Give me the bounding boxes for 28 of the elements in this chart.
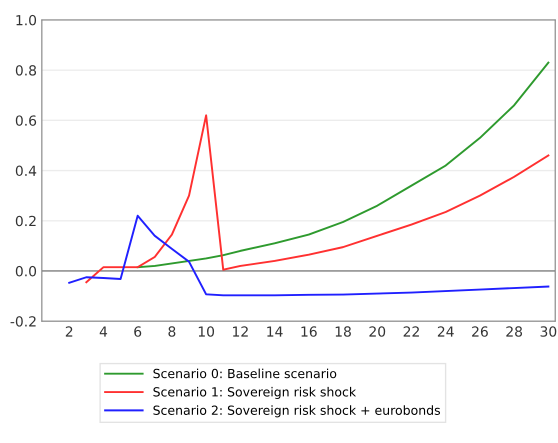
x-tick-label: 6: [134, 326, 142, 337]
x-tick-label: 28: [506, 326, 522, 337]
x-tick-label: 14: [267, 326, 283, 337]
line-series: [68, 214, 550, 296]
y-tick-label: 0.2: [16, 216, 36, 226]
x-tick-label: 8: [168, 326, 176, 337]
legend-label: Scenario 1: Sovereign risk shock: [153, 386, 356, 400]
x-tick-label: 12: [233, 326, 248, 337]
y-tick-label: -0.2: [10, 316, 36, 327]
x-tick-label: 10: [198, 326, 214, 337]
y-tick-label: 1.0: [16, 14, 36, 26]
x-tick-label: 20: [369, 326, 386, 337]
y-tick-label: 0.6: [16, 115, 36, 126]
x-tick-label: 2: [66, 326, 72, 337]
y-tick-label: 0.4: [16, 166, 36, 176]
x-tick-label: 30: [540, 326, 556, 337]
x-tick-label: 22: [404, 326, 419, 337]
x-tick-label: 18: [336, 326, 351, 337]
legend-label: Scenario 0: Baseline scenario: [153, 368, 336, 378]
x-tick-label: 24: [438, 326, 454, 337]
line-series: [85, 114, 550, 284]
y-tick-label: 0.8: [16, 65, 36, 76]
y-tick-label: 0.0: [16, 266, 36, 276]
x-tick-label: 4: [100, 326, 108, 337]
x-tick-label: 16: [301, 326, 317, 337]
line-series: [136, 62, 550, 268]
x-tick-label: 26: [472, 326, 488, 337]
legend-label: Scenario 2: Sovereign risk shock + eurobonds: [153, 405, 440, 418]
